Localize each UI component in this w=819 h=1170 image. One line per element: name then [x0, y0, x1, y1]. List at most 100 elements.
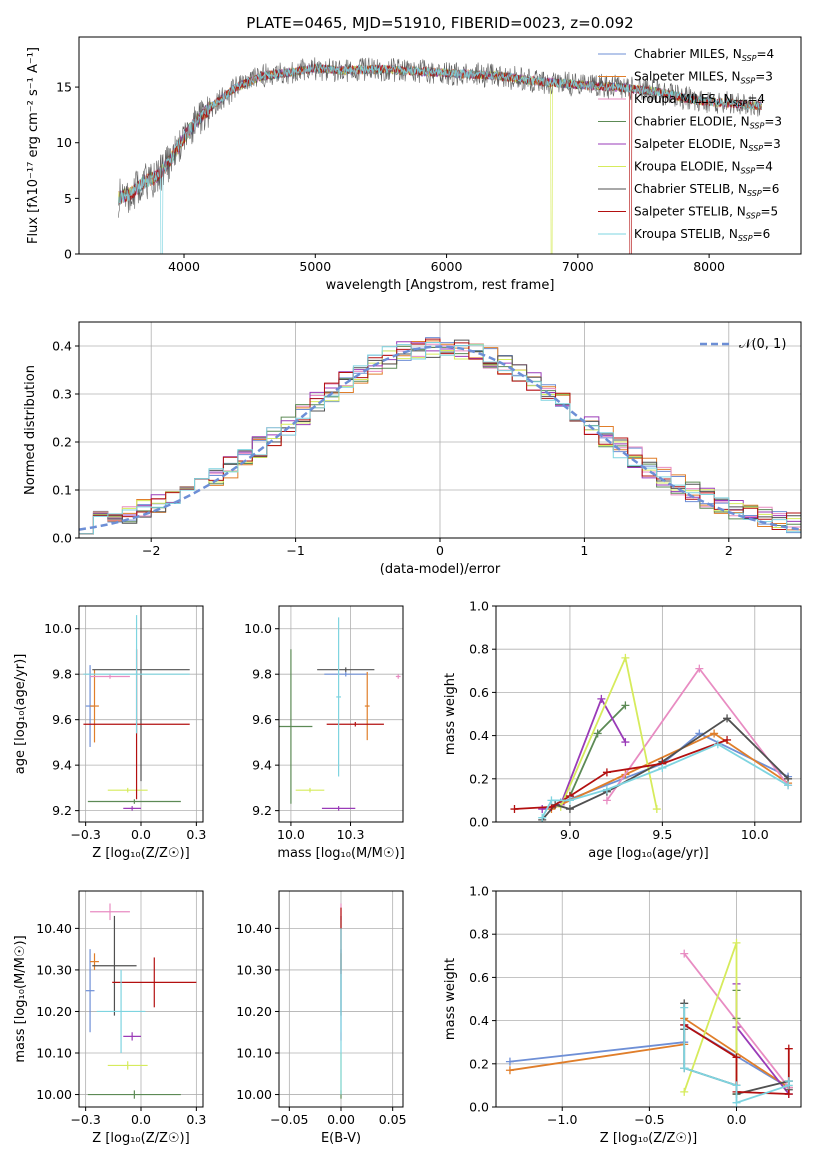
- legend-text: Chabrier STELIB, N: [634, 182, 747, 196]
- normal-curve: [79, 345, 801, 531]
- legend-sub: SSP: [741, 167, 756, 176]
- y-tick-label: 9.6: [52, 712, 72, 727]
- x-tick-label: −0.05: [270, 1112, 308, 1127]
- legend-text: Salpeter MILES, N: [634, 70, 741, 84]
- weight-marker: [547, 796, 556, 805]
- y-axis-label: mass weight: [443, 958, 458, 1040]
- weight-marker: [602, 796, 611, 805]
- axes-frame: [78, 36, 802, 255]
- legend-label: Salpeter MILES, NSSP=3: [634, 70, 773, 86]
- y-tick-label: 10.0: [44, 621, 72, 636]
- errorbar-point: [324, 671, 368, 677]
- weight-marker: [695, 664, 704, 673]
- y-tick-label: 1.0: [469, 884, 489, 899]
- errorbar-point: [90, 953, 99, 970]
- x-tick-label: 0.00: [327, 1112, 355, 1127]
- legend-suffix: =3: [763, 137, 781, 151]
- legend-text: Kroupa STELIB, N: [634, 227, 738, 241]
- errorbar-point: [90, 669, 99, 743]
- legend-label: 𝒩(0, 1): [739, 337, 786, 352]
- y-tick-label: 9.8: [52, 667, 72, 682]
- x-tick-label: 6000: [431, 259, 463, 274]
- plot-area: [118, 57, 762, 254]
- x-axis-label: wavelength [Angstrom, rest frame]: [326, 278, 555, 293]
- y-tick-label: 9.4: [52, 758, 72, 773]
- panel-mass_vs_ebv: −0.05 0.00 0.05 10.00 10.10 10.20 10.30 10.40 E(…: [236, 890, 407, 1146]
- y-tick-label: 0.1: [52, 483, 72, 498]
- legend-label: Kroupa ELODIE, NSSP=4: [634, 160, 773, 176]
- x-tick-label: 10.3: [337, 827, 365, 842]
- spectrum-line: [118, 63, 762, 254]
- x-axis-label: Z [log₁₀(Z/Z☉)]: [600, 1131, 697, 1146]
- weight-marker: [710, 729, 719, 738]
- y-tick-label: 0.2: [469, 771, 489, 786]
- x-tick-label: 5000: [299, 259, 331, 274]
- weight-marker: [680, 1003, 689, 1012]
- legend-text: Kroupa ELODIE, N: [634, 160, 741, 174]
- x-axis-label: Z [log₁₀(Z/Z☉)]: [92, 846, 189, 861]
- y-tick-label: 10.10: [36, 1046, 72, 1061]
- errorbar-point: [87, 1090, 181, 1099]
- weight-marker: [538, 805, 547, 814]
- legend-text: Kroupa MILES, N: [634, 92, 733, 106]
- x-tick-label: 2: [725, 543, 733, 558]
- y-tick-label: 0.2: [52, 435, 72, 450]
- weight-line: [514, 739, 728, 810]
- weight-marker: [602, 768, 611, 777]
- y-tick-label: 0.8: [469, 927, 489, 942]
- y-axis-label: Flux [fλ10⁻¹⁷ erg cm⁻² s⁻¹ A⁻¹]: [26, 47, 41, 244]
- legend-label: Salpeter STELIB, NSSP=5: [634, 205, 778, 221]
- y-tick-label: 10: [56, 135, 72, 150]
- x-tick-label: 0.0: [131, 1112, 151, 1127]
- panel-weight_vs_Z: −1.0 −0.5 0.0 0.0 0.2 0.4 0.6 0.8 1.0 Z [log₁₀(Z/…: [443, 884, 802, 1146]
- errorbar-point: [321, 806, 356, 811]
- errorbar-point: [279, 649, 313, 804]
- y-tick-label: 10.00: [236, 1087, 272, 1102]
- y-tick-label: 10.20: [236, 1004, 272, 1019]
- x-axis-label: age [log₁₀(age/yr)]: [588, 846, 709, 861]
- weight-marker: [538, 813, 547, 822]
- histogram-step: [79, 341, 801, 538]
- x-tick-label: −1: [286, 543, 304, 558]
- legend-label: Salpeter ELODIE, NSSP=3: [634, 137, 781, 153]
- legend-suffix: =3: [755, 70, 773, 84]
- errorbar-point: [123, 806, 141, 811]
- panel-age_vs_mass: 10.0 10.3 9.2 9.4 9.6 9.8 10.0 mass [log₁₀(M/M☉…: [244, 605, 405, 861]
- x-tick-label: 4000: [168, 259, 200, 274]
- x-tick-label: 0.0: [131, 827, 151, 842]
- panel-mass_vs_Z: −0.3 0.0 0.3 10.00 10.10 10.20 10.30 10.40 Z [lo…: [13, 890, 206, 1146]
- y-axis-label: Normed distribution: [23, 365, 38, 495]
- x-tick-label: −0.3: [70, 1112, 100, 1127]
- x-tick-label: 0.3: [186, 827, 206, 842]
- axes-frame: [495, 890, 802, 1108]
- legend: 𝒩(0, 1): [700, 337, 786, 352]
- x-axis-label: Z [log₁₀(Z/Z☉)]: [92, 1131, 189, 1146]
- errorbar-point: [83, 615, 190, 734]
- x-tick-label: 0.3: [186, 1112, 206, 1127]
- y-tick-label: 15: [56, 80, 72, 95]
- legend-text: Chabrier ELODIE, N: [634, 115, 750, 129]
- y-tick-label: 10.40: [36, 921, 72, 936]
- errorbar-point: [123, 1032, 141, 1041]
- y-tick-label: 0.0: [469, 815, 489, 830]
- panel-residuals: −2 −1 0 1 2 0.0 0.1 0.2 0.3 0.4 (data-model)/error…: [23, 321, 802, 577]
- x-tick-label: 1: [580, 543, 588, 558]
- y-tick-label: 10.10: [236, 1046, 272, 1061]
- panel-age_vs_Z: −0.3 0.0 0.3 9.2 9.4 9.6 9.8 10.0 Z [log₁₀(Z/Z☉)…: [13, 605, 206, 861]
- legend-sub: SSP: [747, 189, 762, 198]
- weight-line: [551, 732, 789, 810]
- legend-suffix: =4: [747, 92, 765, 106]
- errorbar-point: [364, 671, 370, 741]
- weight-marker: [732, 1081, 741, 1090]
- legend-label: Chabrier ELODIE, NSSP=3: [634, 115, 782, 131]
- y-tick-label: 5: [64, 191, 72, 206]
- weight-marker: [593, 729, 602, 738]
- weight-marker: [565, 805, 574, 814]
- weight-marker: [732, 1098, 741, 1107]
- weight-marker: [597, 694, 606, 703]
- y-tick-label: 10.0: [244, 621, 272, 636]
- y-tick-label: 10.00: [36, 1087, 72, 1102]
- weight-line: [569, 704, 627, 797]
